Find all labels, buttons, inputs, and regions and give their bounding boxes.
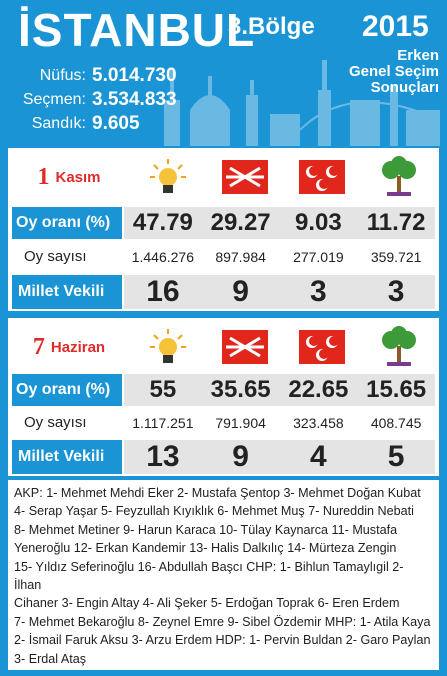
vote-share-mhp: 22.65 — [288, 376, 349, 403]
candidate-line: 15- Yıldız Seferinoğlu 16- Abdullah Başc… — [14, 559, 404, 593]
mp-count-akp: 16 — [146, 275, 180, 308]
voters-label: Seçmen: — [22, 91, 86, 108]
election-month: Haziran — [50, 338, 106, 356]
region-label: 3.Bölge — [228, 13, 315, 40]
election-date: 7 Haziran — [12, 322, 126, 372]
vote-share-akp: 47.79 — [132, 209, 193, 236]
vote-count-label: Oy sayısı — [24, 248, 87, 265]
vote-share-hdp: 11.72 — [366, 209, 426, 236]
mp-count-akp: 13 — [146, 440, 180, 473]
mp-count-hdp: 5 — [387, 440, 405, 473]
vote-share-chp: 35.65 — [210, 376, 271, 403]
subtitle-line-1: Erken — [397, 47, 439, 64]
results-panel-7-haziran: 7 Haziran Oy oranı (%) 55 35.65 22.65 15… — [8, 318, 439, 476]
mp-count-label: Millet Vekili — [12, 440, 122, 474]
candidate-line: 3- Erdal Ataş — [14, 651, 87, 666]
candidate-list: AKP: 1- Mehmet Mehdi Eker 2- Mustafa Şen… — [8, 480, 439, 670]
light-bulb-icon — [132, 322, 204, 372]
light-bulb-icon — [132, 152, 204, 202]
six-arrows-icon — [209, 152, 281, 202]
mp-count-chp: 9 — [232, 440, 249, 473]
candidate-line: Yeneroğlu 12- Erkan Kandemir 13- Halis D… — [14, 541, 397, 556]
election-day: 1 — [37, 163, 50, 190]
results-panel-1-kasim: 1 Kasım Oy oranı (%) 47.79 29.27 9.03 11… — [8, 148, 439, 311]
subtitle-line-3: Sonuçları — [370, 79, 439, 96]
election-date: 1 Kasım — [12, 152, 126, 202]
mp-count-mhp: 3 — [310, 275, 327, 308]
vote-share-mhp: 9.03 — [295, 209, 342, 236]
ballot-box-label: Sandık: — [31, 115, 86, 132]
three-crescents-icon — [286, 322, 358, 372]
tree-icon — [363, 152, 435, 202]
vote-count-chp: 897.984 — [215, 249, 266, 265]
six-arrows-icon — [209, 322, 281, 372]
vote-count-row: 1.117.251 791.904 323.458 408.745 — [124, 408, 435, 438]
mp-count-mhp: 4 — [310, 440, 327, 473]
election-day: 7 — [32, 333, 45, 360]
candidate-line: Cihaner 3- Engin Altay 4- Ali Şeker 5- E… — [14, 596, 400, 611]
city-title: İSTANBUL — [18, 4, 256, 56]
vote-share-hdp: 15.65 — [366, 376, 427, 403]
vote-count-label: Oy sayısı — [24, 414, 87, 431]
mp-count-hdp: 3 — [387, 275, 405, 308]
population-value: 5.014.730 — [92, 65, 177, 86]
mp-count-row: 13 9 4 5 — [124, 440, 435, 474]
population-label: Nüfus: — [39, 67, 86, 84]
vote-count-akp: 1.446.276 — [131, 249, 195, 265]
vote-count-hdp: 359.721 — [370, 249, 422, 265]
vote-count-chp: 791.904 — [215, 415, 266, 431]
candidate-line: 2- İsmail Faruk Aksu 3- Arzu Erdem HDP: … — [14, 633, 431, 648]
vote-count-row: 1.446.276 897.984 277.019 359.721 — [124, 242, 435, 272]
subtitle: Erken Genel Seçim Sonuçları — [319, 48, 439, 96]
vote-share-row: 47.79 29.27 9.03 11.72 — [124, 207, 435, 239]
tree-icon — [363, 322, 435, 372]
vote-share-label: Oy oranı (%) — [12, 207, 122, 239]
year-label: 2015 — [362, 10, 429, 43]
vote-count-mhp: 277.019 — [293, 249, 344, 265]
mp-count-label: Millet Vekili — [12, 275, 122, 309]
candidate-line: 8- Mehmet Metiner 9- Harun Karaca 10- Tü… — [14, 522, 398, 537]
vote-share-label: Oy oranı (%) — [12, 374, 122, 406]
voters-value: 3.534.833 — [92, 89, 177, 110]
vote-share-akp: 55 — [149, 376, 177, 403]
mp-count-chp: 9 — [232, 275, 249, 308]
ballot-box-value: 9.605 — [92, 113, 140, 134]
mp-count-row: 16 9 3 3 — [124, 275, 435, 309]
election-month: Kasım — [55, 168, 101, 186]
vote-share-row: 55 35.65 22.65 15.65 — [124, 374, 435, 406]
vote-count-mhp: 323.458 — [293, 415, 344, 431]
candidate-line: AKP: 1- Mehmet Mehdi Eker 2- Mustafa Şen… — [14, 486, 421, 500]
candidate-line: 4- Serap Yaşar 5- Feyzullah Kıyıklık 6- … — [14, 504, 414, 519]
subtitle-line-2: Genel Seçim — [348, 63, 439, 80]
skyline-illustration — [164, 60, 440, 146]
vote-count-hdp: 408.745 — [370, 415, 422, 431]
vote-count-akp: 1.117.251 — [132, 415, 194, 431]
three-crescents-icon — [286, 152, 358, 202]
candidate-line: 7- Mehmet Bekaroğlu 8- Zeynel Emre 9- Si… — [14, 614, 431, 629]
vote-share-chp: 29.27 — [210, 209, 271, 236]
